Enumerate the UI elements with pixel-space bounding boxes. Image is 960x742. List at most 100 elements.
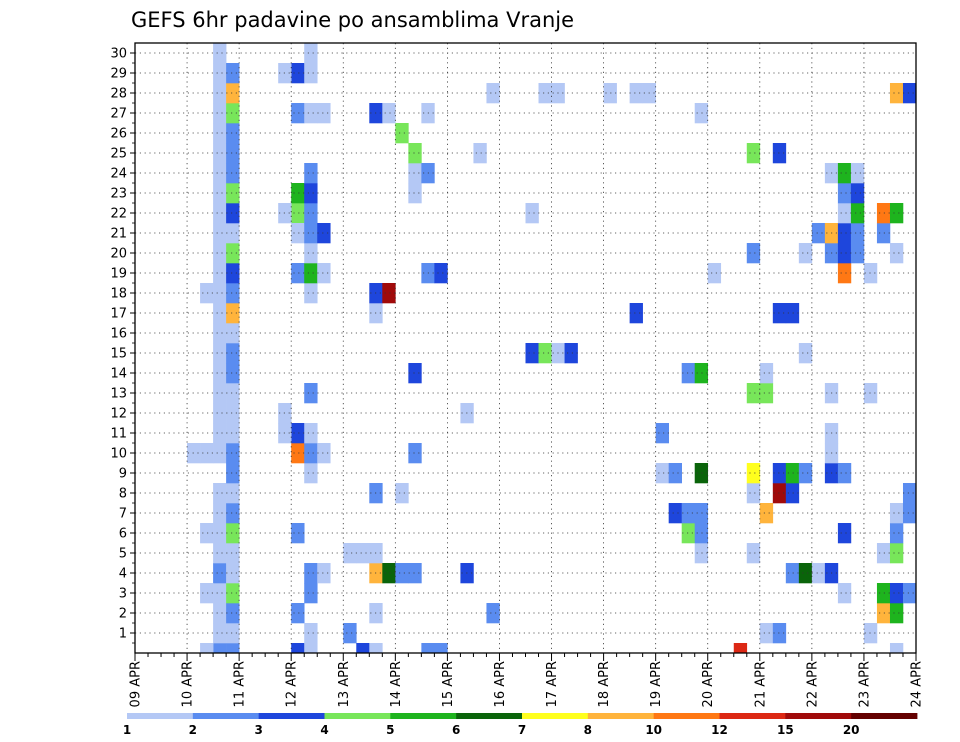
heatmap-cell [226, 483, 240, 504]
heatmap-cell [291, 63, 305, 84]
y-tick-label: 1 [119, 627, 127, 642]
heatmap-cell [226, 443, 240, 464]
colorbar-label: 4 [320, 723, 328, 737]
heatmap-cell [889, 543, 904, 564]
heatmap-cell [408, 363, 422, 384]
heatmap-cell [785, 483, 800, 504]
heatmap-cell [876, 203, 891, 224]
heatmap-cell [759, 363, 774, 384]
heatmap-cell [291, 523, 305, 544]
heatmap-cell [629, 303, 643, 324]
x-tick-label: 21 APR [753, 661, 768, 707]
heatmap-cell [226, 603, 240, 624]
heatmap-cell [291, 223, 305, 244]
heatmap-cell [213, 263, 227, 284]
heatmap-cell [226, 123, 240, 144]
heatmap-cell [837, 463, 852, 484]
heatmap-cell [213, 43, 227, 64]
heatmap-cell [200, 583, 214, 604]
y-tick-label: 27 [110, 107, 127, 122]
heatmap-cell [304, 463, 318, 484]
y-tick-label: 25 [110, 147, 127, 162]
heatmap-cell [213, 143, 227, 164]
heatmap-cell [317, 223, 331, 244]
heatmap-cell [200, 523, 214, 544]
heatmap-cell [226, 563, 240, 584]
y-tick-label: 23 [110, 187, 127, 202]
heatmap-cell [746, 463, 761, 484]
heatmap-cell [356, 543, 370, 564]
heatmap-cell [226, 363, 240, 384]
grid-lines [135, 43, 916, 653]
heatmap-cell [681, 363, 696, 384]
heatmap-cell [850, 243, 865, 264]
heatmap-cell [213, 583, 227, 604]
heatmap-cell [876, 543, 891, 564]
y-axis: 1234567891011121314151617181920212223242… [110, 47, 135, 644]
heatmap-cell [213, 503, 227, 524]
y-tick-label: 24 [110, 167, 127, 182]
heatmap-cell [226, 103, 240, 124]
heatmap-cell [473, 143, 487, 164]
x-tick-label: 18 APR [597, 661, 612, 707]
heatmap-cell [486, 83, 500, 104]
heatmap-cell [226, 63, 240, 84]
heatmap-cell [889, 523, 904, 544]
heatmap-cell [200, 643, 214, 654]
heatmap-cell [837, 183, 852, 204]
heatmap-cell [395, 483, 409, 504]
heatmap-cell [655, 463, 669, 484]
y-tick-label: 29 [110, 67, 127, 82]
y-tick-label: 22 [110, 207, 127, 222]
heatmap-cell [798, 243, 813, 264]
colorbar-swatch [390, 713, 457, 719]
heatmap-cell [213, 303, 227, 324]
y-tick-label: 14 [110, 367, 127, 382]
x-tick-label: 16 APR [493, 661, 508, 707]
heatmap-cell [772, 463, 787, 484]
heatmap-cell [291, 203, 305, 224]
heatmap-cell [668, 463, 682, 484]
heatmap-cell [226, 623, 240, 644]
colorbar-swatch [127, 713, 194, 719]
heatmap-cell [291, 443, 305, 464]
heatmap-cell [226, 243, 240, 264]
heatmap-cell [759, 623, 774, 644]
heatmap-cell [850, 203, 865, 224]
colorbar-swatch [258, 713, 325, 719]
heatmap-cell [213, 483, 227, 504]
heatmap-cell [629, 83, 643, 104]
y-tick-label: 18 [110, 287, 127, 302]
colorbar-label: 2 [189, 723, 197, 737]
heatmap-cell [421, 643, 435, 654]
y-tick-label: 9 [119, 467, 127, 482]
heatmap-cell [889, 503, 904, 524]
heatmap-cell [785, 563, 800, 584]
heatmap-cell [889, 83, 904, 104]
y-tick-label: 15 [110, 347, 127, 362]
x-tick-label: 09 APR [129, 661, 144, 707]
heatmap-cell [226, 263, 240, 284]
heatmap-cell [317, 563, 331, 584]
x-axis: 09 APR 10 APR 11 APR 12 APR 13 APR 14 APR 15 A… [129, 653, 925, 707]
heatmap-cell [291, 643, 305, 654]
y-tick-label: 5 [119, 547, 127, 562]
heatmap-cell [356, 643, 370, 654]
heatmap-cell [226, 463, 240, 484]
heatmap-cell [304, 203, 318, 224]
y-tick-label: 13 [110, 387, 127, 402]
heatmap-cell [395, 563, 409, 584]
x-tick-label: 20 APR [701, 661, 716, 707]
heatmap-cell [837, 223, 852, 244]
x-tick-label: 22 APR [805, 661, 820, 707]
heatmap-cell [694, 363, 709, 384]
colorbar: 1 2 3 4 5 6 7 8 10 12 15 20 [123, 713, 918, 737]
heatmap-cell [304, 623, 318, 644]
heatmap-cell [434, 263, 448, 284]
heatmap-cell [837, 583, 852, 604]
heatmap-cell [798, 463, 813, 484]
heatmap-cell [304, 43, 318, 64]
x-tick-label: 24 APR [910, 661, 925, 707]
heatmap-cell [655, 423, 669, 444]
heatmap-cell [304, 283, 318, 304]
